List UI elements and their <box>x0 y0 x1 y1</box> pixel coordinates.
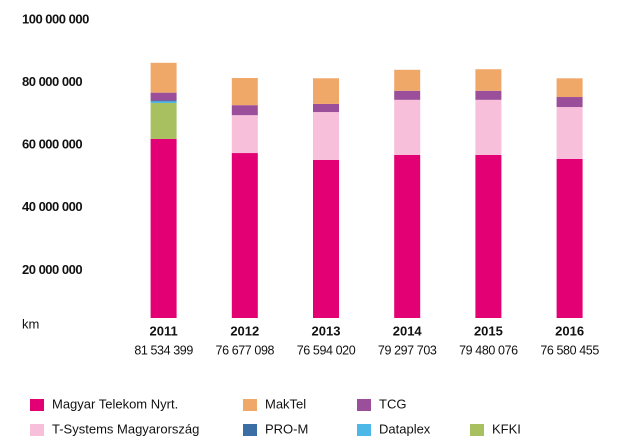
total-label: 79 297 703 <box>378 343 437 357</box>
legend-label: Magyar Telekom Nyrt. <box>52 396 178 411</box>
bar-segment <box>394 99 421 155</box>
bar-segment <box>394 154 421 318</box>
bar-segment <box>231 77 258 106</box>
bar-segment <box>475 99 502 155</box>
x-tick-label: 2013 <box>312 323 341 338</box>
legend-swatch <box>243 424 257 436</box>
bar-segment <box>150 62 177 93</box>
bar-segment <box>150 102 177 139</box>
y-tick-label: 60 000 000 <box>22 137 82 152</box>
legend-label: T-Systems Magyarország <box>52 421 199 436</box>
bar-segment <box>150 101 177 103</box>
bar-segment <box>394 90 421 100</box>
x-tick-label: 2015 <box>474 323 503 338</box>
legend-label: KFKI <box>492 421 521 436</box>
legend-label: MakTel <box>265 396 306 411</box>
y-axis-label: km <box>22 316 39 331</box>
legend-swatch <box>470 424 484 436</box>
bar-segment <box>231 153 258 318</box>
legend-swatch <box>30 399 44 411</box>
bar-segment <box>394 69 421 91</box>
bar-segment <box>313 103 339 113</box>
total-label: 81 534 399 <box>134 343 193 357</box>
legend-swatch <box>243 399 257 411</box>
total-label: 76 594 020 <box>297 343 356 357</box>
legend-swatch <box>357 424 371 436</box>
bar-segment <box>475 90 502 100</box>
legend-label: TCG <box>379 396 406 411</box>
bar-segment <box>475 69 502 91</box>
y-tick-label: 100 000 000 <box>22 11 89 26</box>
bar-segment <box>231 115 258 154</box>
bar-segment <box>556 78 583 98</box>
x-tick-label: 2016 <box>555 323 584 338</box>
total-label: 76 580 455 <box>540 343 599 357</box>
bar-segment <box>556 158 583 318</box>
bar-segment <box>150 138 177 318</box>
x-tick-label: 2012 <box>230 323 259 338</box>
x-tick-label: 2011 <box>149 323 177 338</box>
bar-segment <box>475 154 502 318</box>
legend-swatch <box>357 399 371 411</box>
y-tick-label: 80 000 000 <box>22 74 82 89</box>
bar-segment <box>556 97 583 108</box>
legend-label: Dataplex <box>379 421 431 436</box>
bar-segment <box>313 112 339 160</box>
bar-segment <box>313 159 339 318</box>
bar-segment <box>150 92 177 101</box>
bar-segment <box>150 100 177 102</box>
y-tick-label: 40 000 000 <box>22 199 82 214</box>
legend-label: PRO-M <box>265 421 308 436</box>
bar-segment <box>556 107 583 159</box>
legend-swatch <box>30 424 44 436</box>
x-tick-label: 2014 <box>393 323 423 338</box>
bar-segment <box>313 78 339 104</box>
bar-segment <box>231 105 258 116</box>
total-label: 79 480 076 <box>459 343 518 357</box>
y-tick-label: 20 000 000 <box>22 262 82 277</box>
total-label: 76 677 098 <box>216 343 275 357</box>
